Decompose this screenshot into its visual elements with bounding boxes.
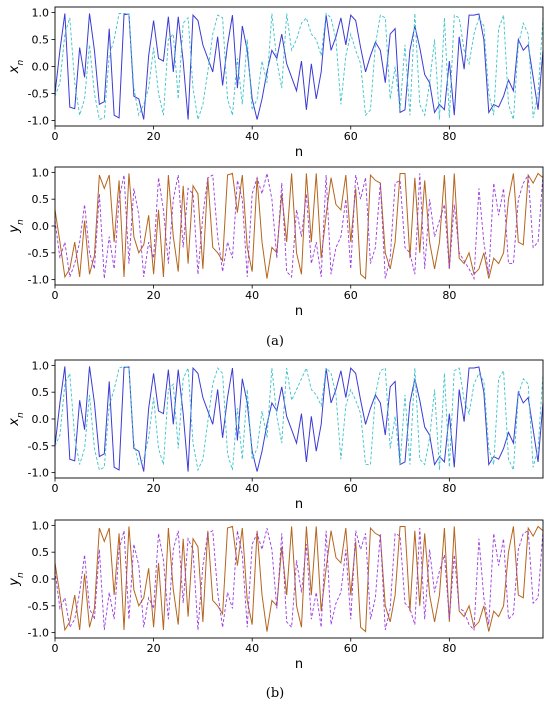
x-tick-label: 60 <box>344 130 358 143</box>
panel-label-b: (b) <box>266 686 284 701</box>
y-axis-label: xn <box>7 60 26 75</box>
y-tick-label: 1.0 <box>32 359 50 372</box>
y-tick-label: -0.5 <box>28 247 49 260</box>
x-tick-label: 40 <box>245 130 259 143</box>
y-tick-label: -0.5 <box>28 440 49 453</box>
y-tick-label: 0.5 <box>32 386 50 399</box>
x-tick-label: 0 <box>52 289 59 302</box>
x-tick-label: 80 <box>442 642 456 655</box>
x-tick-label: 0 <box>52 482 59 495</box>
x-tick-label: 20 <box>147 289 161 302</box>
x-axis-label: n <box>295 304 303 319</box>
series-line-solid <box>54 366 544 472</box>
subplot-b-yn: 0 20 40 60 80 -1.0 -0.5 0.0 0.5 1.0 n yn <box>7 519 544 672</box>
x-tick-label: 0 <box>52 642 59 655</box>
y-axis-label: xn <box>7 412 26 427</box>
series-line-solid <box>54 13 544 120</box>
series-line-dashed <box>54 527 544 632</box>
series-line-dashed <box>54 365 544 472</box>
x-tick-label: 80 <box>442 482 456 495</box>
series-line-solid <box>54 172 544 280</box>
x-tick-label: 0 <box>52 130 59 143</box>
x-tick-label: 40 <box>245 289 259 302</box>
y-axis-label: yn <box>7 219 26 234</box>
x-tick-label: 60 <box>344 289 358 302</box>
subplot-a-xn: 0 20 40 60 80 -1.0 -0.5 0.0 0.5 1.0 n xn <box>7 6 544 160</box>
x-tick-label: 80 <box>442 289 456 302</box>
x-axis-label: n <box>295 497 303 512</box>
y-axis-label: yn <box>7 572 26 587</box>
y-tick-label: -1.0 <box>28 274 49 287</box>
plots-layer: 0 20 40 60 80 -1.0 -0.5 0.0 0.5 1.0 n xn 0 20 40 60 80 -1… <box>7 6 544 672</box>
y-tick-label: -1.0 <box>28 467 49 480</box>
y-tick-label: 0.0 <box>32 220 50 233</box>
y-tick-label: 0.0 <box>32 413 50 426</box>
x-tick-label: 20 <box>147 130 161 143</box>
x-axis-label: n <box>295 657 303 672</box>
y-tick-label: 1.0 <box>32 519 50 532</box>
x-axis-label: n <box>295 145 303 160</box>
y-tick-label: -0.5 <box>28 600 49 613</box>
axes-frame <box>54 6 544 127</box>
x-tick-label: 40 <box>245 482 259 495</box>
y-tick-label: 0.0 <box>32 61 50 74</box>
x-tick-label: 60 <box>344 482 358 495</box>
y-tick-label: 0.5 <box>32 546 50 559</box>
series-line-dashed <box>54 173 544 281</box>
x-tick-label: 60 <box>344 642 358 655</box>
series-line-dashed <box>54 12 544 121</box>
x-tick-label: 80 <box>442 130 456 143</box>
y-tick-label: 0.0 <box>32 573 50 586</box>
y-tick-label: -1.0 <box>28 627 49 640</box>
x-tick-label: 20 <box>147 642 161 655</box>
subplot-b-xn: 0 20 40 60 80 -1.0 -0.5 0.0 0.5 1.0 n xn <box>7 359 544 512</box>
y-tick-label: 0.5 <box>32 33 50 46</box>
x-tick-label: 20 <box>147 482 161 495</box>
x-tick-label: 40 <box>245 642 259 655</box>
series-line-solid <box>54 525 544 633</box>
panel-label-a: (a) <box>266 334 284 349</box>
subplot-a-yn: 0 20 40 60 80 -1.0 -0.5 0.0 0.5 1.0 n yn <box>7 166 544 319</box>
y-tick-label: 0.5 <box>32 193 50 206</box>
axes-frame <box>54 359 544 479</box>
y-tick-label: 1.0 <box>32 166 50 179</box>
y-tick-label: 1.0 <box>32 6 50 19</box>
y-tick-label: -0.5 <box>28 88 49 101</box>
y-tick-label: -1.0 <box>28 115 49 128</box>
